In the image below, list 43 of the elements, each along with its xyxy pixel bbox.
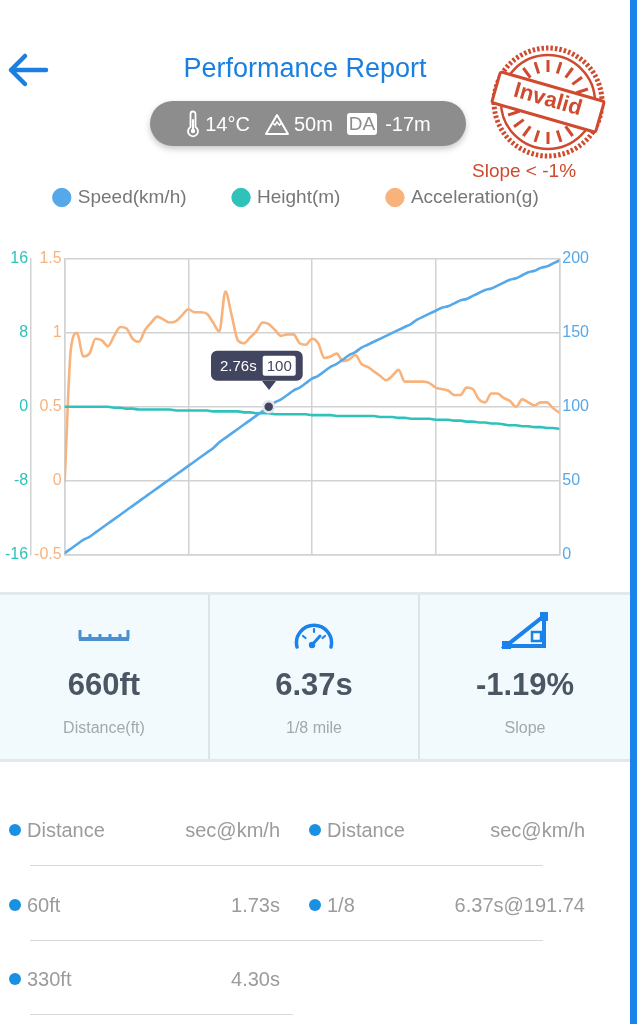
y3-tick-label: 0 bbox=[19, 397, 29, 415]
text: Distance bbox=[27, 818, 105, 842]
text: sec@km/h bbox=[185, 818, 280, 842]
text: 1/8 bbox=[327, 892, 355, 917]
annotation: 2.76s bbox=[220, 356, 257, 374]
y2-tick-label: 50 bbox=[562, 471, 581, 489]
y-tick-label: -0.5 bbox=[34, 545, 62, 563]
text: 60ft bbox=[27, 892, 61, 917]
text: 14°C bbox=[205, 111, 250, 136]
y-tick-label: 0.5 bbox=[39, 397, 62, 415]
text: 6.37s bbox=[274, 667, 354, 703]
text: 330ft bbox=[27, 967, 72, 991]
text: Distance bbox=[327, 818, 405, 842]
text: -1.19% bbox=[474, 667, 576, 703]
y3-tick-label: -16 bbox=[5, 545, 29, 563]
y-tick-label: 1 bbox=[52, 323, 62, 341]
legend-label: Acceleration(g) bbox=[410, 185, 539, 207]
text: 6.37s@191.74 bbox=[454, 892, 585, 917]
y3-tick-label: 8 bbox=[19, 323, 29, 341]
legend-label: Height(m) bbox=[257, 185, 341, 207]
y2-tick-label: 200 bbox=[562, 249, 590, 267]
y3-tick-label: 16 bbox=[10, 249, 29, 267]
text: DA bbox=[346, 112, 378, 135]
text: Slope < -1% bbox=[472, 160, 577, 182]
y2-tick-label: 150 bbox=[562, 323, 590, 341]
y-tick-label: 0 bbox=[52, 471, 62, 489]
y2-tick-label: 0 bbox=[562, 545, 572, 563]
text: Distance(ft) bbox=[62, 718, 146, 738]
chart-title: Performance Report bbox=[183, 53, 427, 83]
text: 660ft bbox=[66, 667, 142, 703]
text: -17m bbox=[385, 111, 431, 136]
y-tick-label: 1.5 bbox=[39, 249, 62, 267]
y3-tick-label: -8 bbox=[13, 471, 29, 489]
text: 4.30s bbox=[231, 967, 280, 991]
text: 1/8 mile bbox=[285, 718, 343, 738]
y2-tick-label: 100 bbox=[562, 397, 590, 415]
legend-label: Speed(km/h) bbox=[77, 185, 187, 207]
text: 1.73s bbox=[231, 892, 280, 917]
text: 50m bbox=[293, 111, 333, 136]
text: Slope bbox=[503, 718, 547, 738]
text: Invalid bbox=[511, 76, 586, 121]
text: sec@km/h bbox=[490, 818, 585, 842]
annotation: 100 bbox=[266, 356, 292, 374]
